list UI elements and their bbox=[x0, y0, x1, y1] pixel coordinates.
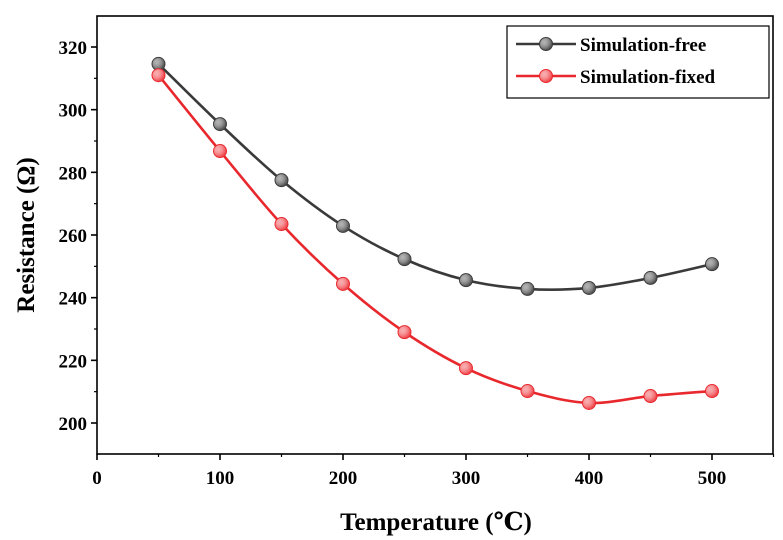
x-tick-label: 500 bbox=[698, 468, 727, 489]
legend-label: Simulation-free bbox=[580, 35, 706, 56]
x-tick-label: 0 bbox=[92, 468, 102, 489]
series-simulation-free bbox=[151, 56, 719, 296]
y-tick-label: 300 bbox=[59, 101, 88, 122]
x-tick-label: 200 bbox=[329, 468, 358, 489]
x-tick-label: 100 bbox=[206, 468, 235, 489]
legend-marker-shine bbox=[540, 70, 552, 82]
data-point-shine bbox=[460, 274, 472, 287]
legend-item: Simulation-fixed bbox=[516, 67, 716, 88]
data-point-shine bbox=[152, 69, 165, 82]
data-point-shine bbox=[398, 253, 411, 266]
series-line bbox=[157, 74, 713, 405]
legend-label: Simulation-fixed bbox=[580, 67, 716, 88]
legend-marker-shine bbox=[540, 38, 552, 50]
x-tick-label: 400 bbox=[575, 468, 604, 489]
series-layer bbox=[151, 56, 719, 410]
legend-item: Simulation-free bbox=[516, 35, 706, 56]
data-point-shine bbox=[275, 174, 288, 187]
legend-box bbox=[506, 25, 770, 99]
data-point-shine bbox=[521, 385, 534, 398]
x-tick-label: 300 bbox=[452, 468, 481, 489]
series-simulation-fixed bbox=[151, 68, 719, 410]
data-point-shine bbox=[521, 282, 534, 295]
data-point-shine bbox=[398, 326, 411, 339]
y-tick-label: 280 bbox=[59, 163, 88, 184]
data-point-shine bbox=[152, 57, 165, 70]
data-point-shine bbox=[460, 362, 472, 375]
x-axis-label: Temperature (℃) bbox=[340, 509, 532, 536]
y-tick-label: 320 bbox=[59, 38, 88, 59]
data-point-shine bbox=[706, 385, 718, 398]
data-point-shine bbox=[583, 396, 595, 409]
data-point-shine bbox=[214, 118, 226, 131]
data-point-shine bbox=[706, 258, 718, 271]
data-point-shine bbox=[214, 145, 226, 158]
data-point-shine bbox=[275, 218, 288, 231]
legend: Simulation-free Simulation-fixed bbox=[506, 25, 770, 99]
y-tick-label: 260 bbox=[59, 226, 88, 247]
y-axis-label: Resistance (Ω) bbox=[13, 157, 40, 312]
data-point-shine bbox=[583, 281, 595, 294]
y-tick-label: 240 bbox=[59, 289, 88, 310]
data-point-shine bbox=[644, 390, 657, 403]
data-point-shine bbox=[337, 219, 349, 232]
data-point-shine bbox=[337, 277, 349, 290]
axes: 0 100 200 300 400 500 200 220 240 260 280 300 320 bbox=[59, 15, 775, 489]
y-tick-label: 220 bbox=[59, 351, 88, 372]
series-line bbox=[157, 62, 713, 291]
y-tick-label: 200 bbox=[59, 414, 88, 435]
data-point-shine bbox=[644, 271, 657, 284]
